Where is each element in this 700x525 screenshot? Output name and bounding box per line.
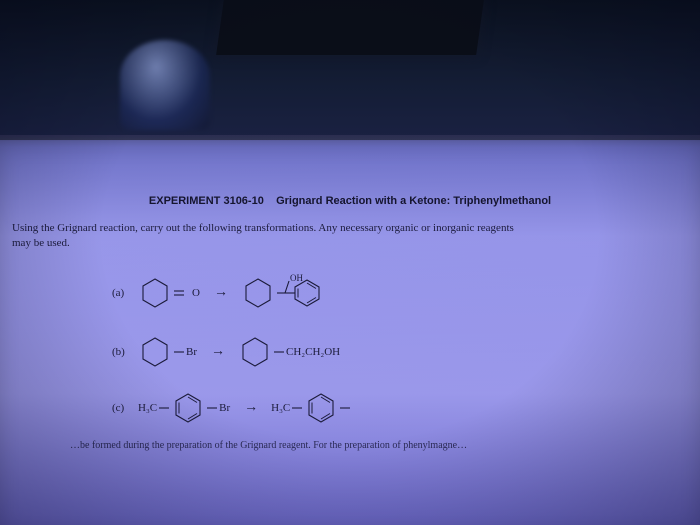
single-bond-icon (207, 405, 217, 411)
bromotoluene-structure: H₃C Br (138, 391, 230, 425)
label-c: (c) (112, 402, 138, 414)
intro-line-2: may be used. (12, 237, 70, 249)
single-bond-icon (274, 349, 284, 355)
label-a: (a) (112, 287, 138, 299)
laptop-silhouette (216, 0, 484, 55)
bromo-right-label: Br (219, 402, 230, 414)
bromo-label: Br (186, 346, 197, 358)
cyclohexane-ring-icon (238, 335, 272, 369)
cyclohexane-ring-icon (241, 276, 275, 310)
label-b: (b) (112, 346, 138, 358)
experiment-title: EXPERIMENT 3106-10 Grignard Reaction wit… (12, 195, 688, 207)
phenyl-oh-fragment-icon: OH (277, 273, 323, 313)
photo-scene: EXPERIMENT 3106-10 Grignard Reaction wit… (0, 0, 700, 525)
intro-text: Using the Grignard reaction, carry out t… (12, 221, 688, 251)
single-bond-icon (292, 405, 302, 411)
single-bond-icon (159, 405, 169, 411)
svg-text:OH: OH (290, 273, 303, 283)
arrow-b: → (211, 344, 224, 360)
benzene-ring-icon (171, 391, 205, 425)
title-rest: Grignard Reaction with a Ketone: Triphen… (276, 195, 551, 207)
problem-c: (c) H₃C (112, 391, 688, 425)
arrow-a: → (214, 285, 227, 301)
oxygen-label: O (192, 287, 200, 299)
single-bond-icon (174, 349, 184, 355)
ethanol-chain-label: CH₂CH₂OH (286, 346, 340, 358)
methyl-left-label-2: H₃C (271, 402, 290, 414)
problem-a: (a) O → (112, 273, 688, 313)
arrow-c: → (244, 400, 257, 416)
methyl-left-label: H₃C (138, 402, 157, 414)
paper-top-edge (0, 135, 700, 141)
single-bond-icon (340, 405, 350, 411)
problems-list: (a) O → (12, 273, 688, 425)
reaction-a: O → OH (138, 273, 323, 313)
phenylcyclohexanol-structure: OH (241, 273, 323, 313)
bromocyclohexane-structure: Br (138, 335, 197, 369)
benzene-ring-icon (304, 391, 338, 425)
cyclohexane-ring-icon (138, 335, 172, 369)
worksheet-content: EXPERIMENT 3106-10 Grignard Reaction wit… (0, 145, 700, 455)
intro-line-1: Using the Grignard reaction, carry out t… (12, 222, 514, 234)
cup-blur (120, 40, 210, 130)
title-prefix: EXPERIMENT 3106-10 (149, 195, 264, 207)
carbonyl-double-bond-icon (174, 287, 190, 299)
problem-b: (b) Br → (112, 335, 688, 369)
reaction-c: H₃C Br (138, 391, 350, 425)
cyclohexanone-structure: O (138, 276, 200, 310)
cyclohexylethanol-structure: CH₂CH₂OH (238, 335, 340, 369)
footer-cut-text: …be formed during the preparation of the… (70, 440, 690, 451)
cyclohexane-ring-icon (138, 276, 172, 310)
methylphenyl-product-structure: H₃C (271, 391, 350, 425)
reaction-b: Br → CH₂CH₂OH (138, 335, 340, 369)
